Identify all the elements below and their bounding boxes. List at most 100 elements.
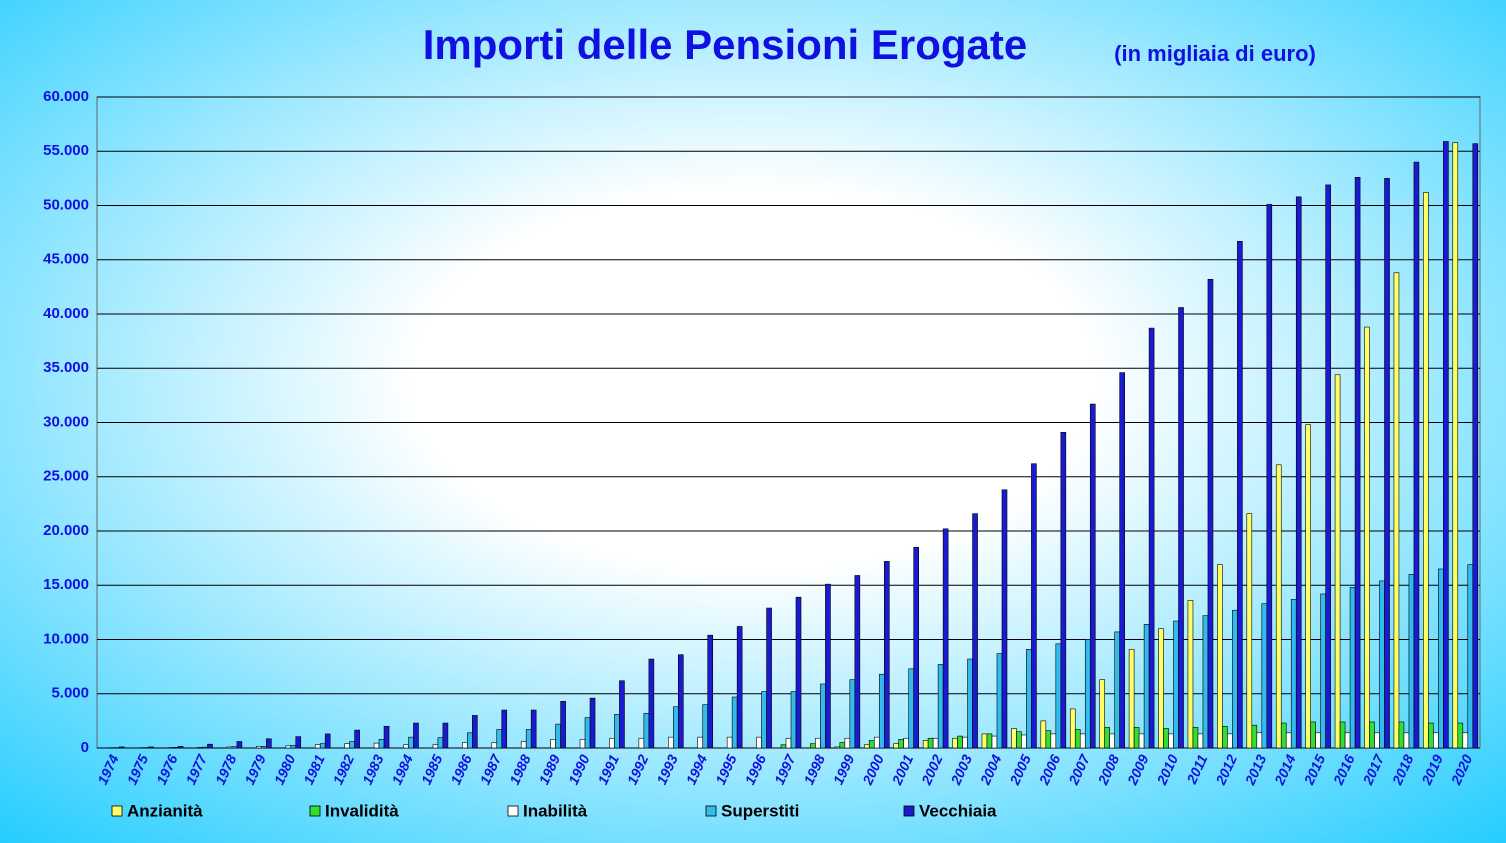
bar: [1393, 272, 1400, 749]
y-tick-label: 10.000: [43, 630, 89, 647]
bar: [1285, 732, 1292, 749]
bar: [1119, 372, 1125, 749]
bar: [1197, 733, 1204, 749]
bar: [520, 741, 527, 749]
bar: [290, 744, 297, 749]
bar: [413, 722, 419, 749]
bar: [1202, 615, 1209, 749]
bar: [1320, 593, 1326, 749]
bar: [442, 722, 449, 749]
y-tick-label: 40.000: [43, 305, 89, 322]
y-tick-label: 15.000: [43, 576, 89, 593]
y-tick-label: 60.000: [43, 88, 89, 105]
bar: [1079, 733, 1086, 749]
bar: [491, 742, 498, 749]
bar: [1026, 648, 1032, 749]
bar: [202, 746, 208, 749]
bar: [256, 746, 262, 749]
bar: [1207, 278, 1214, 749]
bar: [584, 717, 591, 749]
legend-label: Invalidità: [325, 801, 399, 820]
bar: [1045, 730, 1052, 749]
bar: [952, 737, 958, 749]
bar: [957, 735, 963, 749]
bar: [550, 739, 556, 749]
bar: [967, 658, 973, 749]
bar: [1168, 733, 1174, 749]
bar: [207, 743, 213, 749]
bar: [731, 696, 738, 749]
y-tick-label: 35.000: [43, 359, 89, 376]
bar: [942, 528, 949, 749]
bar: [736, 626, 743, 749]
bar: [1339, 721, 1346, 749]
bar: [1114, 631, 1120, 749]
bar: [172, 747, 179, 749]
bar: [1438, 568, 1444, 749]
bar: [893, 743, 899, 749]
bar: [1163, 728, 1169, 749]
bar: [1295, 196, 1302, 749]
bar: [1133, 727, 1140, 749]
bar: [403, 744, 409, 749]
bar: [761, 691, 767, 749]
bar: [226, 746, 233, 749]
bar: [1413, 161, 1420, 749]
legend-swatch: [111, 805, 123, 817]
bar: [1334, 374, 1341, 749]
bar: [1403, 732, 1410, 749]
bar: [638, 737, 645, 749]
bar: [1001, 489, 1008, 749]
bar: [619, 680, 625, 749]
legend-label: Inabilità: [523, 801, 588, 820]
bar: [1310, 721, 1316, 749]
bar: [1251, 724, 1258, 749]
bar: [1069, 708, 1076, 749]
bar: [1462, 732, 1469, 749]
bar: [1369, 721, 1375, 749]
bar: [285, 745, 292, 749]
bar: [560, 701, 566, 749]
bar: [766, 607, 772, 749]
bar: [236, 741, 243, 749]
bar: [908, 668, 915, 749]
bar: [530, 709, 537, 749]
bar: [785, 737, 792, 749]
bar: [1192, 727, 1199, 749]
bar: [1256, 732, 1263, 749]
bar: [790, 691, 797, 749]
bar: [231, 746, 238, 749]
bar: [1280, 722, 1287, 749]
bar: [1016, 731, 1022, 749]
bar: [177, 746, 184, 749]
y-tick-label: 45.000: [43, 251, 89, 268]
bar: [1266, 204, 1273, 749]
bar: [932, 737, 939, 749]
bar: [1050, 733, 1057, 749]
bar: [314, 744, 321, 749]
bar: [1315, 732, 1321, 749]
legend-label: Vecchiaia: [919, 801, 997, 820]
bar: [579, 739, 586, 749]
bar: [408, 736, 414, 749]
bar: [467, 732, 473, 749]
legend-swatch: [705, 805, 717, 817]
bar: [883, 561, 890, 749]
bar: [1232, 609, 1238, 749]
bar: [319, 743, 326, 749]
bar: [1423, 192, 1429, 749]
bar: [702, 704, 709, 749]
bar: [373, 742, 380, 749]
bar: [1060, 431, 1067, 749]
y-tick-label: 55.000: [43, 142, 89, 159]
bar: [1290, 599, 1297, 749]
bar: [780, 744, 787, 749]
bar: [834, 746, 841, 749]
bar: [1305, 424, 1311, 749]
bar: [927, 737, 934, 749]
bar: [1428, 722, 1434, 749]
bar: [609, 737, 615, 749]
bar: [1344, 732, 1351, 749]
